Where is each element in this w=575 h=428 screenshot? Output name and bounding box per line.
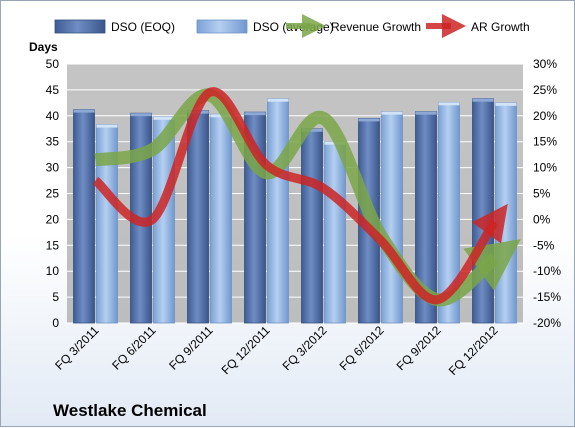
- bar-top: [415, 111, 437, 115]
- x-tick-label: FQ 3/2012: [280, 323, 330, 373]
- x-tick-label: FQ 6/2012: [337, 323, 387, 373]
- bar-dso-eoq: [472, 98, 494, 324]
- y-tick-label: 20: [46, 212, 60, 226]
- x-tick-label: FQ 3/2011: [52, 323, 102, 373]
- y-tick-label: 25: [46, 187, 60, 201]
- y-tick-label: 30: [46, 161, 60, 175]
- y2-tick-label: 10%: [533, 161, 557, 175]
- x-tick-label: FQ 12/2012: [446, 323, 501, 378]
- bar-dso-average: [324, 141, 346, 324]
- bar-dso-average: [210, 113, 232, 324]
- y-tick-label: 40: [46, 109, 60, 123]
- bar-top: [130, 113, 152, 117]
- company-label: Westlake Chemical: [53, 401, 207, 420]
- x-tick-label: FQ 6/2011: [109, 323, 159, 373]
- y-axis-title: Days: [29, 40, 58, 54]
- left-axis-ticks: 0 5 10 15 20 25 30 35 40 45 50: [46, 57, 60, 330]
- bar-top: [267, 98, 289, 102]
- ar-growth-line: [92, 87, 508, 305]
- bar-top: [381, 111, 403, 115]
- y-tick-label: 0: [52, 316, 59, 330]
- y-tick-label: 10: [46, 264, 60, 278]
- bar-dso-average: [495, 102, 517, 324]
- bar-dso-average: [267, 98, 289, 324]
- legend-swatch-dso-average: [196, 19, 248, 34]
- y-tick-label: 35: [46, 135, 60, 149]
- y2-tick-label: 5%: [533, 187, 551, 201]
- bar-top: [472, 98, 494, 102]
- bar-top: [73, 109, 95, 113]
- y-tick-label: 45: [46, 83, 60, 97]
- line-layer: [92, 87, 521, 307]
- bar-dso-eoq: [73, 109, 95, 324]
- y2-tick-label: 0%: [533, 212, 551, 226]
- y2-tick-label: -15%: [533, 290, 561, 304]
- y2-tick-label: -20%: [533, 316, 561, 330]
- bar-top: [153, 116, 175, 120]
- y2-tick-label: 25%: [533, 83, 557, 97]
- bar-top: [358, 118, 380, 122]
- bar-top: [96, 124, 118, 128]
- right-axis-ticks: -20% -15% -10% -5% 0% 5% 10% 15% 20% 25% 30%: [533, 57, 561, 330]
- x-tick-label: FQ 9/2012: [394, 323, 444, 373]
- y-tick-label: 15: [46, 238, 60, 252]
- bar-dso-average: [381, 111, 403, 324]
- legend-label-ar-growth: AR Growth: [471, 20, 530, 34]
- y2-tick-label: -10%: [533, 264, 561, 278]
- bar-top: [495, 102, 517, 106]
- legend-label-revenue-growth: Revenue Growth: [331, 20, 421, 34]
- x-axis-ticks: FQ 3/2011 FQ 6/2011 FQ 9/2011 FQ 12/2011 FQ …: [52, 323, 501, 378]
- y2-tick-label: 20%: [533, 109, 557, 123]
- bar-dso-eoq: [301, 128, 323, 324]
- y-tick-label: 5: [52, 290, 59, 304]
- y2-tick-label: 30%: [533, 57, 557, 71]
- bar-dso-eoq: [187, 110, 209, 324]
- legend-label-dso-eoq: DSO (EOQ): [111, 20, 175, 34]
- bar-top: [301, 128, 323, 132]
- y-tick-label: 50: [46, 57, 60, 71]
- y2-tick-label: -5%: [533, 238, 555, 252]
- y2-tick-label: 15%: [533, 135, 557, 149]
- bar-top: [438, 102, 460, 106]
- legend-swatch-dso-eoq: [54, 19, 106, 34]
- bar-top: [244, 112, 266, 116]
- legend: DSO (EOQ) DSO (average) Revenue Growth A…: [54, 14, 530, 38]
- x-tick-label: FQ 12/2011: [219, 323, 273, 377]
- x-tick-label: FQ 9/2011: [166, 323, 216, 373]
